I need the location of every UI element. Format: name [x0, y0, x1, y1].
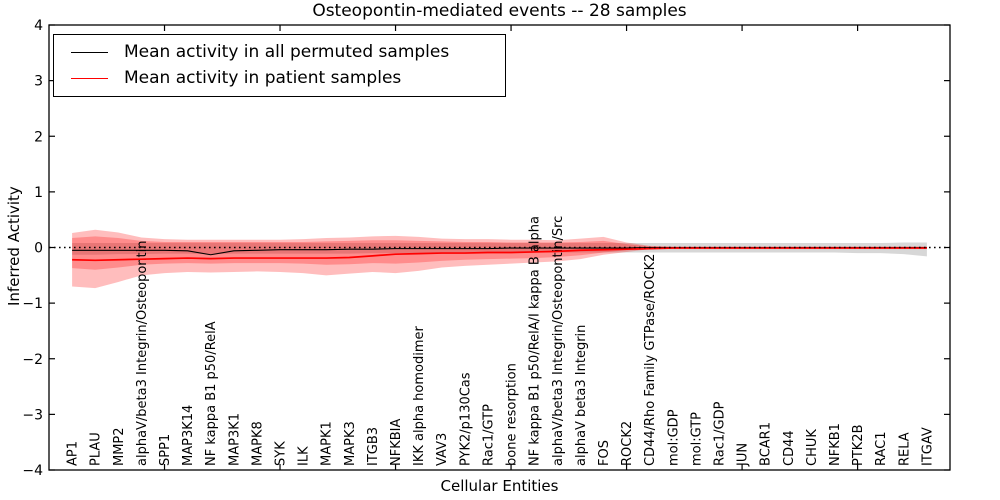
y-tick-label: 2	[34, 129, 43, 145]
plot-frame	[48, 24, 951, 471]
y-tick-label: 4	[34, 18, 43, 34]
axes-frame	[48, 24, 951, 471]
x-tick-label: MAPK8	[250, 421, 265, 466]
x-tick-label: bone resorption	[505, 363, 520, 466]
x-tick-label: MMP2	[112, 427, 127, 466]
x-tick-label: ROCK2	[620, 421, 635, 466]
y-tick-label: −1	[22, 296, 43, 312]
x-tick-label: ITGAV	[920, 427, 935, 466]
x-tick-label: PYK2/p130Cas	[458, 372, 473, 466]
x-tick-label: Rac1/GTP	[481, 404, 496, 466]
x-tick-label: AP1	[66, 441, 81, 466]
x-tick-label: JUN	[736, 443, 751, 467]
y-tick-labels: 4 3 2 1 0 −1 −2 −3 −4	[22, 18, 43, 479]
x-tick-label: NFKBIA	[389, 419, 404, 466]
x-tick-label: NF kappa B1 p50/RelA	[204, 321, 219, 466]
band-patient-samples-range-outer	[72, 229, 927, 289]
x-tick-label: RELA	[897, 432, 912, 466]
legend-item: Mean activity in all permuted samples	[54, 44, 505, 61]
y-tick-label: 1	[34, 185, 43, 201]
band-permuted-samples-range	[72, 242, 927, 257]
x-tick-label: MAP3K14	[181, 405, 196, 466]
x-tick-label: PLAU	[89, 432, 104, 466]
x-tick-label: IKK alpha homodimer	[412, 325, 427, 466]
legend-box: Mean activity in all permuted samples Mea…	[53, 34, 506, 97]
x-tick-label: NFKB1	[828, 423, 843, 466]
x-tick-label: NF kappa B1 p50/RelA/I kappa B alpha	[528, 216, 543, 466]
x-tick-label: BCAR1	[759, 422, 774, 466]
x-tick-label: Rac1/GDP	[712, 401, 727, 466]
legend-item-label: Mean activity in all permuted samples	[124, 42, 450, 62]
x-tick-label: ILK	[297, 446, 312, 466]
y-tick-label: 0	[34, 241, 43, 257]
x-tick-label: ITGB3	[366, 427, 381, 466]
legend-item: Mean activity in patient samples	[54, 70, 505, 87]
x-tick-label: alphaV/beta3 Integrin/Osteopontin	[135, 241, 150, 466]
x-tick-label: CD44/Rho Family GTPase/ROCK2	[643, 254, 658, 466]
y-tick-label: 3	[34, 74, 43, 90]
x-tick-label: MAP3K1	[227, 413, 242, 466]
x-tick-label: VAV3	[435, 433, 450, 466]
x-tick-label: mol:GTP	[689, 412, 704, 466]
x-tick-label: alphaV/beta3 Integrin/Osteopontin/Src	[551, 216, 566, 466]
legend-item-label: Mean activity in patient samples	[124, 68, 402, 88]
x-tick-label: MAPK1	[320, 421, 335, 466]
y-axis-label: Inferred Activity	[5, 186, 23, 306]
y-tick-label: −4	[22, 463, 43, 479]
y-tick-label: −3	[22, 407, 43, 423]
x-tick-label: PTK2B	[851, 425, 866, 467]
x-tick-label: SPP1	[158, 434, 173, 466]
x-tick-label: MAPK3	[343, 421, 358, 466]
x-tick-label: CHUK	[805, 429, 820, 466]
legend-line-swatch	[71, 78, 108, 79]
legend-line-swatch	[71, 52, 108, 53]
x-tick-label: alphaV beta3 Integrin	[574, 325, 589, 466]
x-tick-label: FOS	[597, 440, 612, 466]
x-tick-label: SYK	[274, 441, 289, 466]
x-axis-label: Cellular Entities	[440, 477, 559, 495]
chart-title: Osteopontin-mediated events -- 28 sample…	[312, 1, 687, 21]
y-tick-label: −2	[22, 352, 43, 368]
x-tick-label: mol:GDP	[666, 409, 681, 466]
x-tick-label: CD44	[782, 430, 797, 466]
x-tick-label: RAC1	[874, 431, 889, 466]
x-tick-labels: AP1 PLAU MMP2 alphaV/beta3 Integrin/Osteopo…	[66, 216, 936, 467]
